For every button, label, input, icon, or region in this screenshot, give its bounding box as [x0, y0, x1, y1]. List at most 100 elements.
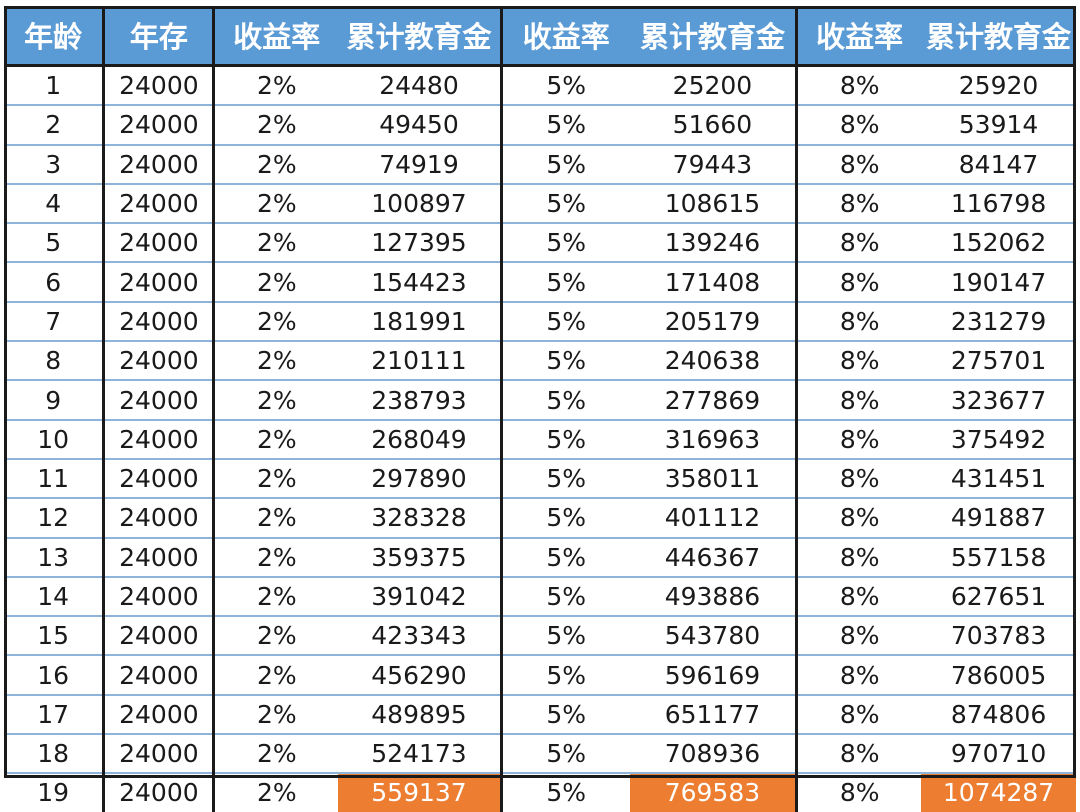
fund-8-cell: 323677	[921, 380, 1076, 421]
rate-5-cell: 5%	[501, 694, 630, 736]
fund-5-cell: 139246	[629, 223, 799, 264]
rate-5-cell: 5%	[501, 341, 630, 382]
rate-8-cell: 8%	[796, 301, 922, 343]
age-cell: 2	[4, 105, 106, 146]
rate-5-cell: 5%	[501, 616, 630, 657]
annual-deposit-cell: 24000	[103, 537, 216, 578]
rate-5-cell: 5%	[501, 419, 630, 460]
rate-5-cell: 5%	[501, 498, 630, 539]
age-cell: 8	[4, 341, 106, 382]
fund-5-cell: 493886	[629, 576, 799, 618]
rate-2-cell: 2%	[213, 655, 339, 696]
table-row: 12 24000 2% 328328 5% 401112 8% 491887	[4, 498, 1076, 539]
rate-2-cell: 2%	[213, 537, 339, 578]
rate-8-cell: 8%	[796, 183, 922, 225]
fund-8-cell: 152062	[921, 223, 1076, 264]
annual-deposit-cell: 24000	[103, 65, 216, 107]
rate-2-cell: 2%	[213, 223, 339, 264]
age-cell: 13	[4, 537, 106, 578]
rate-8-cell: 8%	[796, 105, 922, 146]
fund-2-cell: 210111	[338, 341, 503, 382]
fund-8-cell: 25920	[921, 65, 1076, 107]
rate-5-cell: 5%	[501, 65, 630, 107]
annual-deposit-cell: 24000	[103, 694, 216, 736]
rate-2-cell: 2%	[213, 616, 339, 657]
rate-8-cell: 8%	[796, 616, 922, 657]
header-row: 年龄 年存 收益率 累计教育金 收益率 累计教育金 收益率 累计教育金	[4, 6, 1076, 67]
rate-5-cell: 5%	[501, 380, 630, 421]
header-fund-8: 累计教育金	[921, 6, 1076, 67]
age-cell: 7	[4, 301, 106, 343]
age-cell: 19	[4, 773, 106, 812]
fund-2-cell: 181991	[338, 301, 503, 343]
fund-2-cell: 359375	[338, 537, 503, 578]
age-cell: 18	[4, 734, 106, 775]
fund-2-cell: 100897	[338, 183, 503, 225]
fund-8-cell: 53914	[921, 105, 1076, 146]
table-row: 15 24000 2% 423343 5% 543780 8% 703783	[4, 616, 1076, 657]
fund-5-cell: 240638	[629, 341, 799, 382]
fund-5-cell: 171408	[629, 262, 799, 303]
table-header: 年龄 年存 收益率 累计教育金 收益率 累计教育金 收益率 累计教育金	[4, 6, 1076, 67]
rate-5-cell: 5%	[501, 105, 630, 146]
age-cell: 12	[4, 498, 106, 539]
rate-2-cell: 2%	[256, 778, 297, 808]
annual-deposit-cell: 24000	[103, 655, 216, 696]
annual-deposit-cell: 24000	[103, 498, 216, 539]
fund-8-cell: 231279	[921, 301, 1076, 343]
rate-8-cell: 8%	[796, 419, 922, 460]
rate-5-cell: 5%	[501, 655, 630, 696]
rate-8-cell: 8%	[796, 734, 922, 775]
table-row: 19 24000 2% 559137 5% 769583 8% 1074287	[4, 773, 1076, 812]
fund-5-cell: 79443	[629, 144, 799, 185]
rate-8-cell: 8%	[796, 576, 922, 618]
rate-8-cell: 8%	[796, 144, 922, 185]
fund-5-cell: 25200	[629, 65, 799, 107]
rate-5-cell: 5%	[501, 576, 630, 618]
rate-2-cell: 2%	[213, 419, 339, 460]
fund-8-cell: 116798	[921, 183, 1076, 225]
rate-5-cell: 5%	[546, 778, 587, 808]
annual-deposit-cell: 24000	[103, 734, 216, 775]
fund-2-cell: 297890	[338, 458, 503, 500]
fund-8-cell: 190147	[921, 262, 1076, 303]
rate-2-cell: 2%	[213, 734, 339, 775]
fund-2-cell: 127395	[338, 223, 503, 264]
rate-5-cell: 5%	[501, 223, 630, 264]
annual-deposit-cell: 24000	[103, 616, 216, 657]
fund-5-cell: 316963	[629, 419, 799, 460]
fund-8-cell: 275701	[921, 341, 1076, 382]
table-row: 4 24000 2% 100897 5% 108615 8% 116798	[4, 183, 1076, 225]
rate-2-cell: 2%	[213, 694, 339, 736]
rate-2-cell: 2%	[213, 65, 339, 107]
header-rate-8: 收益率	[796, 6, 922, 67]
fund-2-cell: 154423	[338, 262, 503, 303]
table-row: 11 24000 2% 297890 5% 358011 8% 431451	[4, 458, 1076, 500]
table-row: 14 24000 2% 391042 5% 493886 8% 627651	[4, 576, 1076, 618]
fund-5-final-highlight: 769583	[629, 773, 799, 812]
fund-2-cell: 268049	[338, 419, 503, 460]
fund-2-cell: 423343	[338, 616, 503, 657]
fund-5-cell: 708936	[629, 734, 799, 775]
age-cell: 16	[4, 655, 106, 696]
fund-2-cell: 74919	[338, 144, 503, 185]
annual-deposit-cell: 24000	[103, 458, 216, 500]
fund-5-cell: 543780	[629, 616, 799, 657]
annual-deposit-cell: 24000	[103, 773, 216, 812]
age-cell: 15	[4, 616, 106, 657]
annual-deposit-cell: 24000	[103, 105, 216, 146]
rate-2-cell: 2%	[213, 380, 339, 421]
fund-2-cell: 328328	[338, 498, 503, 539]
annual-deposit-cell: 24000	[103, 380, 216, 421]
fund-2-cell: 456290	[338, 655, 503, 696]
table-row: 18 24000 2% 524173 5% 708936 8% 970710	[4, 734, 1076, 775]
annual-deposit-cell: 24000	[103, 262, 216, 303]
age-cell: 4	[4, 183, 106, 225]
rate-2-cell: 2%	[213, 301, 339, 343]
rate-8-cell: 8%	[796, 655, 922, 696]
rate-2-cell: 2%	[213, 458, 339, 500]
rate-8-cell: 8%	[796, 65, 922, 107]
table-row: 9 24000 2% 238793 5% 277869 8% 323677	[4, 380, 1076, 421]
fund-5-cell: 108615	[629, 183, 799, 225]
rate-8-cell: 8%	[796, 498, 922, 539]
